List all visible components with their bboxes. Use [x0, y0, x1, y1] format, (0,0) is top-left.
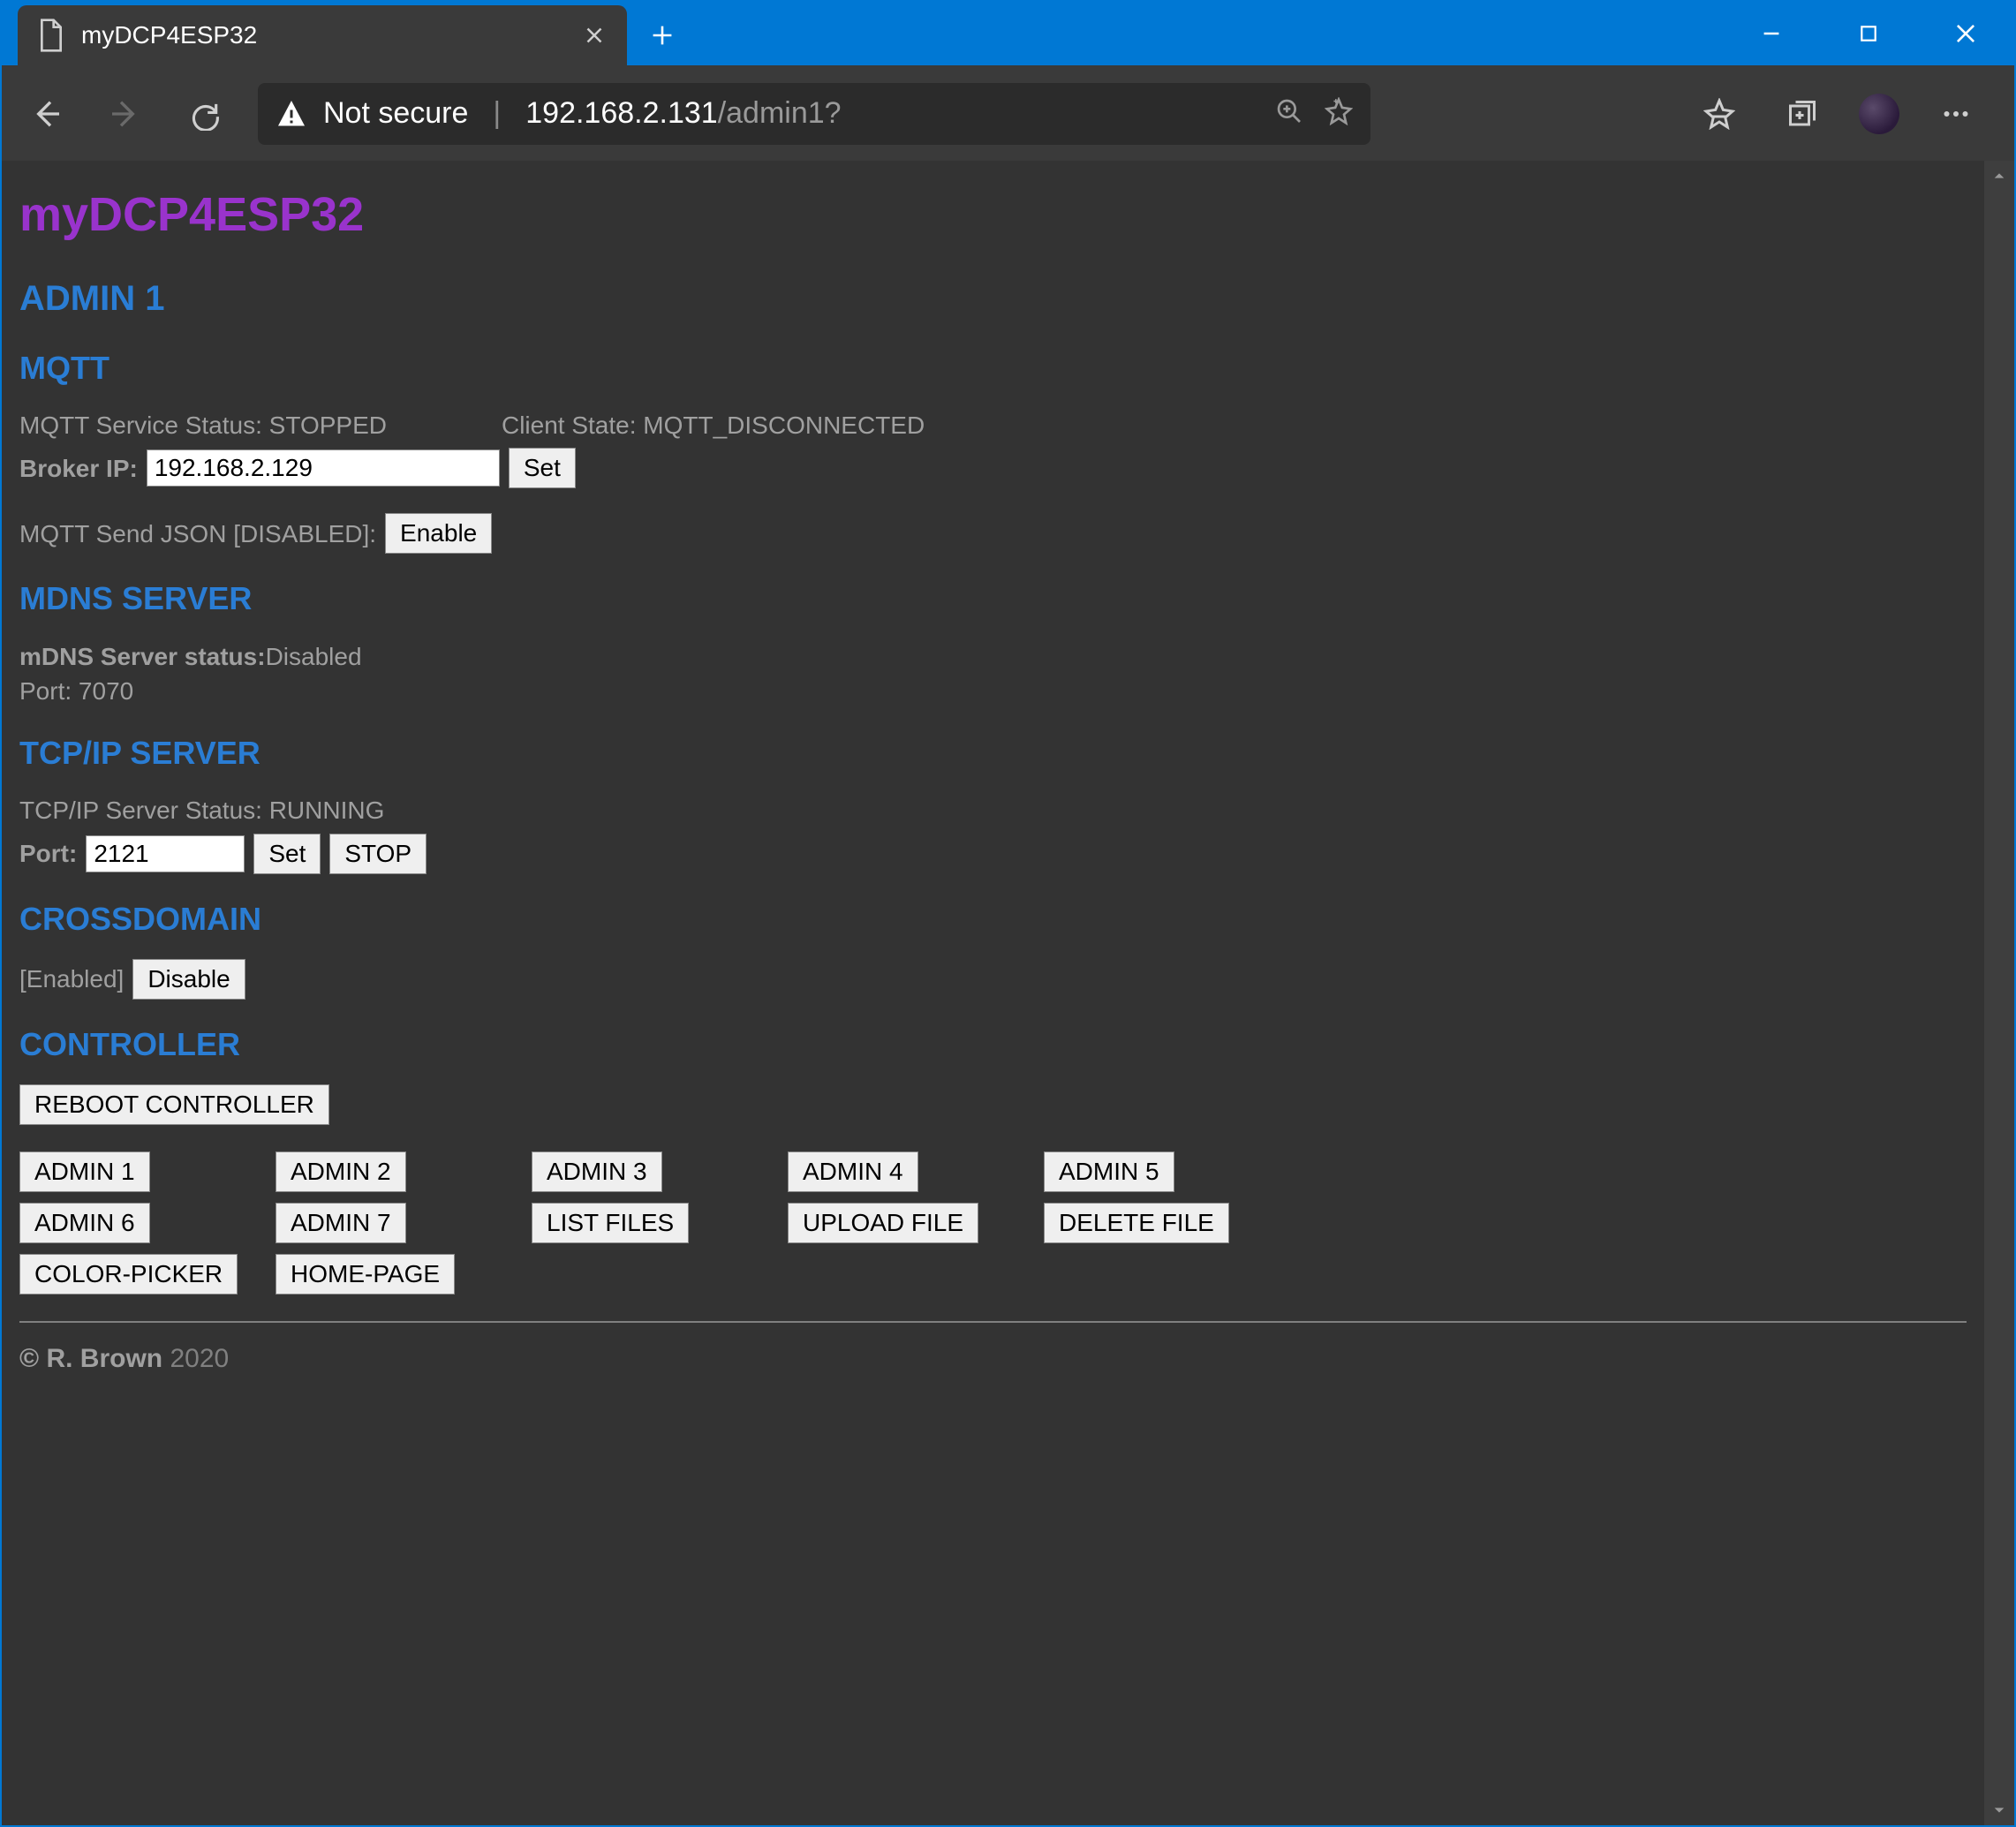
tab-strip: myDCP4ESP32 — [2, 2, 689, 65]
app-title: myDCP4ESP32 — [19, 182, 1967, 249]
window-controls — [1723, 2, 2014, 65]
nav-upload-file[interactable]: UPLOAD FILE — [788, 1203, 978, 1243]
nav-admin2[interactable]: ADMIN 2 — [276, 1151, 406, 1192]
mqtt-json-row: MQTT Send JSON [DISABLED]: Enable — [19, 513, 1967, 554]
tcpip-heading: TCP/IP SERVER — [19, 731, 1967, 775]
address-bar[interactable]: Not secure | 192.168.2.131/admin1? — [258, 83, 1370, 145]
scroll-down-arrow[interactable] — [1984, 1795, 2014, 1825]
mdns-port-value: 7070 — [79, 677, 133, 705]
refresh-button[interactable] — [178, 87, 231, 140]
tcpip-stop-button[interactable]: STOP — [329, 834, 427, 874]
browser-toolbar: Not secure | 192.168.2.131/admin1? — [2, 65, 2014, 161]
reboot-controller-button[interactable]: REBOOT CONTROLLER — [19, 1084, 329, 1125]
content-area: myDCP4ESP32 ADMIN 1 MQTT MQTT Service St… — [2, 161, 2014, 1825]
admin-heading: ADMIN 1 — [19, 274, 1967, 323]
url-path: /admin1? — [718, 96, 842, 130]
scroll-up-arrow[interactable] — [1984, 161, 2014, 191]
mdns-status-value: Disabled — [266, 643, 362, 670]
mdns-status-row: mDNS Server status:Disabled — [19, 639, 1967, 674]
footer-separator — [19, 1321, 1967, 1323]
tcpip-port-row: Port: Set STOP — [19, 834, 1967, 874]
mqtt-json-enable-button[interactable]: Enable — [385, 513, 492, 554]
broker-set-button[interactable]: Set — [509, 448, 576, 488]
tcpip-port-input[interactable] — [86, 835, 245, 872]
footer-copyright: © R. Brown — [19, 1344, 162, 1373]
document-icon — [37, 19, 65, 52]
add-favorite-icon[interactable] — [1325, 97, 1353, 130]
forward-button[interactable] — [99, 87, 152, 140]
url-host: 192.168.2.131 — [525, 96, 717, 130]
address-bar-icons — [1275, 97, 1353, 130]
reboot-row: REBOOT CONTROLLER — [19, 1084, 1967, 1125]
nav-admin6[interactable]: ADMIN 6 — [19, 1203, 150, 1243]
nav-admin3[interactable]: ADMIN 3 — [532, 1151, 662, 1192]
maximize-button[interactable] — [1820, 5, 1917, 63]
nav-home-page[interactable]: HOME-PAGE — [276, 1254, 455, 1295]
mqtt-heading: MQTT — [19, 346, 1967, 390]
mqtt-client-state-value: MQTT_DISCONNECTED — [643, 411, 925, 439]
nav-list-files[interactable]: LIST FILES — [532, 1203, 689, 1243]
titlebar: myDCP4ESP32 — [2, 2, 2014, 65]
mdns-status-label: mDNS Server status: — [19, 643, 266, 670]
nav-admin7[interactable]: ADMIN 7 — [276, 1203, 406, 1243]
nav-delete-file[interactable]: DELETE FILE — [1044, 1203, 1229, 1243]
favorites-icon[interactable] — [1693, 87, 1746, 140]
more-menu-icon[interactable] — [1929, 87, 1982, 140]
vertical-scrollbar[interactable] — [1984, 161, 2014, 1825]
footer-year: 2020 — [162, 1344, 229, 1373]
not-secure-label: Not secure — [323, 96, 468, 131]
tcpip-status-row: TCP/IP Server Status: RUNNING — [19, 793, 1967, 827]
tcpip-status-label: TCP/IP Server Status: — [19, 796, 269, 824]
crossdomain-disable-button[interactable]: Disable — [132, 959, 245, 1000]
broker-ip-input[interactable] — [147, 449, 500, 487]
nav-color-picker[interactable]: COLOR-PICKER — [19, 1254, 238, 1295]
mqtt-status-row: MQTT Service Status: STOPPED Client Stat… — [19, 408, 1967, 442]
tab-title: myDCP4ESP32 — [81, 21, 565, 49]
browser-tab[interactable]: myDCP4ESP32 — [18, 5, 627, 65]
controller-heading: CONTROLLER — [19, 1023, 1967, 1067]
close-window-button[interactable] — [1917, 5, 2014, 63]
mdns-port-row: Port: 7070 — [19, 674, 1967, 708]
url-text: 192.168.2.131/admin1? — [525, 96, 1259, 131]
url-separator: | — [484, 96, 510, 131]
tcpip-set-button[interactable]: Set — [253, 834, 321, 874]
admin-nav-grid: ADMIN 1 ADMIN 2 ADMIN 3 ADMIN 4 ADMIN 5 … — [19, 1151, 1967, 1295]
nav-admin5[interactable]: ADMIN 5 — [1044, 1151, 1174, 1192]
browser-window: myDCP4ESP32 — [0, 0, 2016, 1827]
tab-close-button[interactable] — [581, 22, 608, 49]
mqtt-service-status-value: STOPPED — [269, 411, 387, 439]
nav-admin4[interactable]: ADMIN 4 — [788, 1151, 918, 1192]
tcpip-status-value: RUNNING — [269, 796, 385, 824]
toolbar-right — [1693, 87, 1997, 140]
mqtt-json-label: MQTT Send JSON [DISABLED]: — [19, 517, 376, 551]
footer: © R. Brown 2020 — [19, 1340, 1967, 1378]
warning-icon — [276, 98, 307, 130]
collections-icon[interactable] — [1776, 87, 1829, 140]
mqtt-client-state-label: Client State: — [502, 411, 643, 439]
nav-admin1[interactable]: ADMIN 1 — [19, 1151, 150, 1192]
tcpip-port-label: Port: — [19, 836, 77, 871]
zoom-icon[interactable] — [1275, 97, 1303, 130]
mqtt-service-status-label: MQTT Service Status: — [19, 411, 269, 439]
page-body: myDCP4ESP32 ADMIN 1 MQTT MQTT Service St… — [2, 161, 1984, 1413]
new-tab-button[interactable] — [636, 9, 689, 62]
crossdomain-heading: CROSSDOMAIN — [19, 897, 1967, 941]
crossdomain-row: [Enabled] Disable — [19, 959, 1967, 1000]
titlebar-spacer — [689, 2, 1723, 65]
mdns-heading: MDNS SERVER — [19, 577, 1967, 621]
broker-ip-label: Broker IP: — [19, 451, 138, 486]
back-button[interactable] — [19, 87, 72, 140]
crossdomain-status: [Enabled] — [19, 962, 124, 996]
minimize-button[interactable] — [1723, 5, 1820, 63]
broker-ip-row: Broker IP: Set — [19, 448, 1967, 488]
mdns-port-label: Port: — [19, 677, 79, 705]
profile-avatar[interactable] — [1859, 94, 1899, 134]
